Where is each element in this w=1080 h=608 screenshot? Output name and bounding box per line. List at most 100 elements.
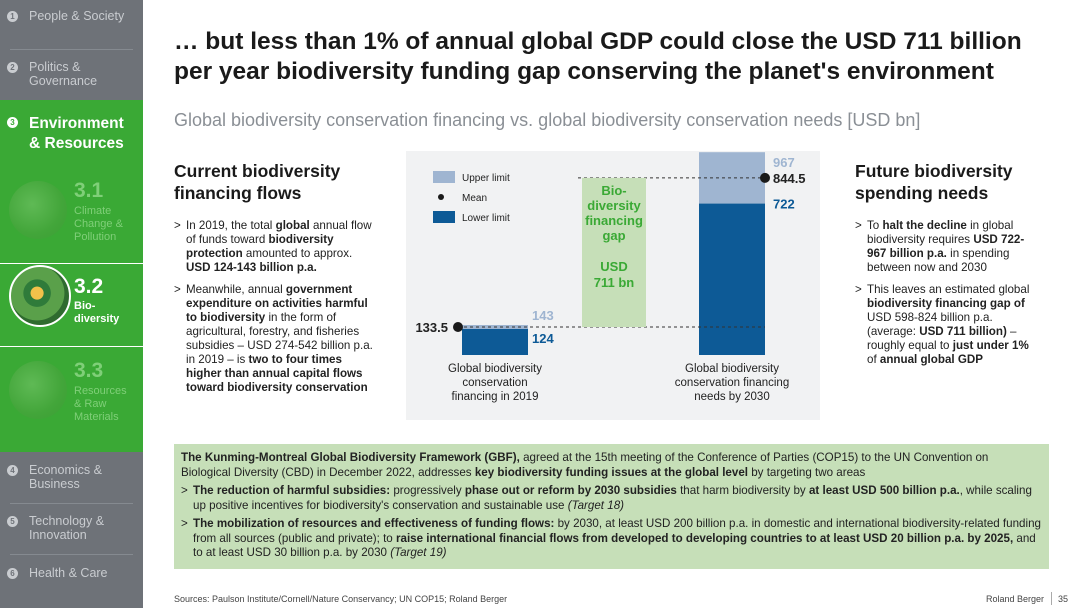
legend-label: Upper limit	[462, 173, 510, 184]
nav-active-title-line1: Environment	[29, 115, 124, 132]
gbf-info-box: The Kunming-Montreal Global Biodiversity…	[174, 444, 1049, 569]
chart-subtitle: Global biodiversity conservation financi…	[174, 110, 921, 130]
bar-lower-limit	[462, 328, 528, 355]
divider	[1051, 592, 1052, 605]
nav-number-badge: 4	[7, 465, 18, 476]
page-title-line2: per year biodiversity funding gap conser…	[174, 58, 994, 85]
divider	[10, 554, 133, 555]
subsection-label-line: Materials	[74, 411, 119, 423]
divider	[0, 263, 143, 264]
gap-label: Bio-	[601, 183, 626, 198]
gbf-framework-name: The Kunming-Montreal Global Biodiversity…	[181, 451, 520, 464]
gbf-text-bold: phase out or reform by 2030 subsidies	[464, 484, 677, 497]
bar-upper-range	[699, 152, 765, 204]
left-title-line1: Current biodiversity	[174, 161, 341, 181]
divider	[10, 49, 133, 50]
legend-swatch-lower-limit	[433, 211, 455, 223]
mean-marker	[453, 322, 463, 333]
gbf-text: that harm biodiversity by	[676, 484, 809, 497]
category-label: Global biodiversity	[685, 363, 779, 375]
left-bullet-list: In 2019, the total global annual flow of…	[174, 219, 374, 403]
lower-value-label: 722	[773, 197, 795, 212]
category-label: financing in 2019	[452, 391, 539, 403]
mean-value-label: 844.5	[773, 171, 806, 186]
subsection-label-line: Resources	[74, 385, 127, 397]
mean-value-label: 133.5	[415, 320, 448, 335]
gbf-bullet-mobilization: The mobilization of resources and effect…	[181, 517, 1041, 561]
subsection-number: 3.2	[74, 275, 104, 298]
nav-item-label: People & Society	[29, 9, 125, 23]
gbf-text-bold: key biodiversity funding issues at the g…	[474, 465, 749, 479]
bird-thumbnail-image	[9, 265, 71, 327]
gbf-bullet-subsidies: The reduction of harmful subsidies: prog…	[181, 484, 1041, 513]
subsection-resources[interactable]: 3.3 Resources & Raw Materials	[0, 355, 143, 443]
left-column-title: Current biodiversity financing flows	[174, 160, 340, 204]
subsection-number: 3.3	[74, 359, 104, 382]
nav-active-title: Environment & Resources	[29, 114, 124, 154]
nav-item-label: Economics & Business	[29, 463, 102, 491]
subsection-label-line: Pollution	[74, 231, 117, 243]
nav-number-badge: 3	[7, 117, 18, 128]
chart-panel: Upper limit Mean Lower limit Bio-diversity f…	[406, 151, 820, 420]
bullet-item: To halt the decline in global biodiversi…	[855, 219, 1040, 275]
right-title-line2: spending needs	[855, 183, 989, 203]
right-bullet-list: To halt the decline in global biodiversi…	[855, 219, 1040, 375]
legend-swatch-upper-limit	[433, 171, 455, 183]
subsection-label-line: Change &	[74, 218, 123, 230]
subsection-climate[interactable]: 3.1 Climate Change & Pollution	[0, 175, 143, 263]
gbf-text: agreed at the 15th meeting of the Confer…	[181, 451, 989, 479]
gap-value: USD	[600, 259, 627, 274]
gbf-bullet-heading: The mobilization of resources and effect…	[193, 517, 555, 530]
upper-value-label: 967	[773, 155, 795, 170]
financing-gap-box	[582, 177, 646, 328]
gbf-text-bold: at least USD 500 billion p.a.	[808, 484, 960, 497]
biodiversity-financing-chart: Upper limit Mean Lower limit Bio-diversity f…	[415, 152, 806, 403]
category-label: needs by 2030	[694, 391, 769, 403]
nav-number-badge: 6	[7, 568, 18, 579]
nav-item-environment-resources[interactable]: 3 Environment & Resources 3.1 Climate Ch…	[0, 100, 143, 452]
sidebar-nav: 1 People & Society 2 Politics & Governan…	[0, 0, 143, 608]
subsection-label-line: & Raw	[74, 398, 107, 410]
bar-lower-limit	[699, 203, 765, 355]
right-column-title: Future biodiversity spending needs	[855, 160, 1013, 204]
subsection-label: Bio- diversity	[74, 300, 142, 326]
mean-marker	[760, 172, 770, 183]
bullet-item: This leaves an estimated global biodiver…	[855, 283, 1040, 367]
legend-marker-mean	[438, 194, 444, 200]
subsection-label: Climate Change & Pollution	[74, 205, 142, 244]
gbf-text: progressively	[390, 484, 465, 497]
right-title-line1: Future biodiversity	[855, 161, 1013, 181]
subsection-biodiversity[interactable]: 3.2 Bio- diversity	[0, 263, 143, 327]
subsection-number: 3.1	[74, 179, 104, 202]
nav-item-label: Technology & Innovation	[29, 514, 105, 542]
nav-number-badge: 1	[7, 11, 18, 22]
page-number: 35	[1058, 594, 1069, 604]
subsection-label-line: diversity	[74, 313, 120, 325]
gap-label: diversity	[587, 198, 641, 213]
bullet-item: Meanwhile, annual government expenditure…	[174, 283, 374, 395]
nav-number-badge: 5	[7, 516, 18, 527]
bullet-item: In 2019, the total global annual flow of…	[174, 219, 374, 275]
subsection-label-line: Climate	[74, 205, 112, 217]
page-title-line1: … but less than 1% of annual global GDP …	[174, 28, 1022, 55]
divider	[10, 503, 133, 504]
legend-label: Lower limit	[462, 213, 510, 224]
lower-value-label: 124	[532, 331, 554, 346]
upper-value-label: 143	[532, 308, 554, 323]
nav-active-title-line2: & Resources	[29, 135, 124, 152]
brand-name: Roland Berger	[986, 594, 1045, 604]
category-label: Global biodiversity	[448, 363, 542, 375]
nav-number-badge: 2	[7, 62, 18, 73]
divider	[0, 346, 143, 347]
gap-value: 711 bn	[594, 275, 635, 290]
gbf-text: by targeting two areas	[748, 465, 866, 479]
left-title-line2: financing flows	[174, 183, 302, 203]
gap-label: gap	[602, 228, 625, 243]
resources-thumbnail-image	[9, 361, 67, 419]
legend-label: Mean	[462, 193, 487, 204]
climate-thumbnail-image	[9, 181, 67, 239]
gbf-text-bold: raise international financial flows from…	[395, 531, 1014, 545]
gbf-intro: The Kunming-Montreal Global Biodiversity…	[181, 451, 1041, 480]
gbf-bullet-heading: The reduction of harmful subsidies:	[193, 484, 391, 497]
nav-item-label: Politics & Governance	[29, 60, 98, 88]
